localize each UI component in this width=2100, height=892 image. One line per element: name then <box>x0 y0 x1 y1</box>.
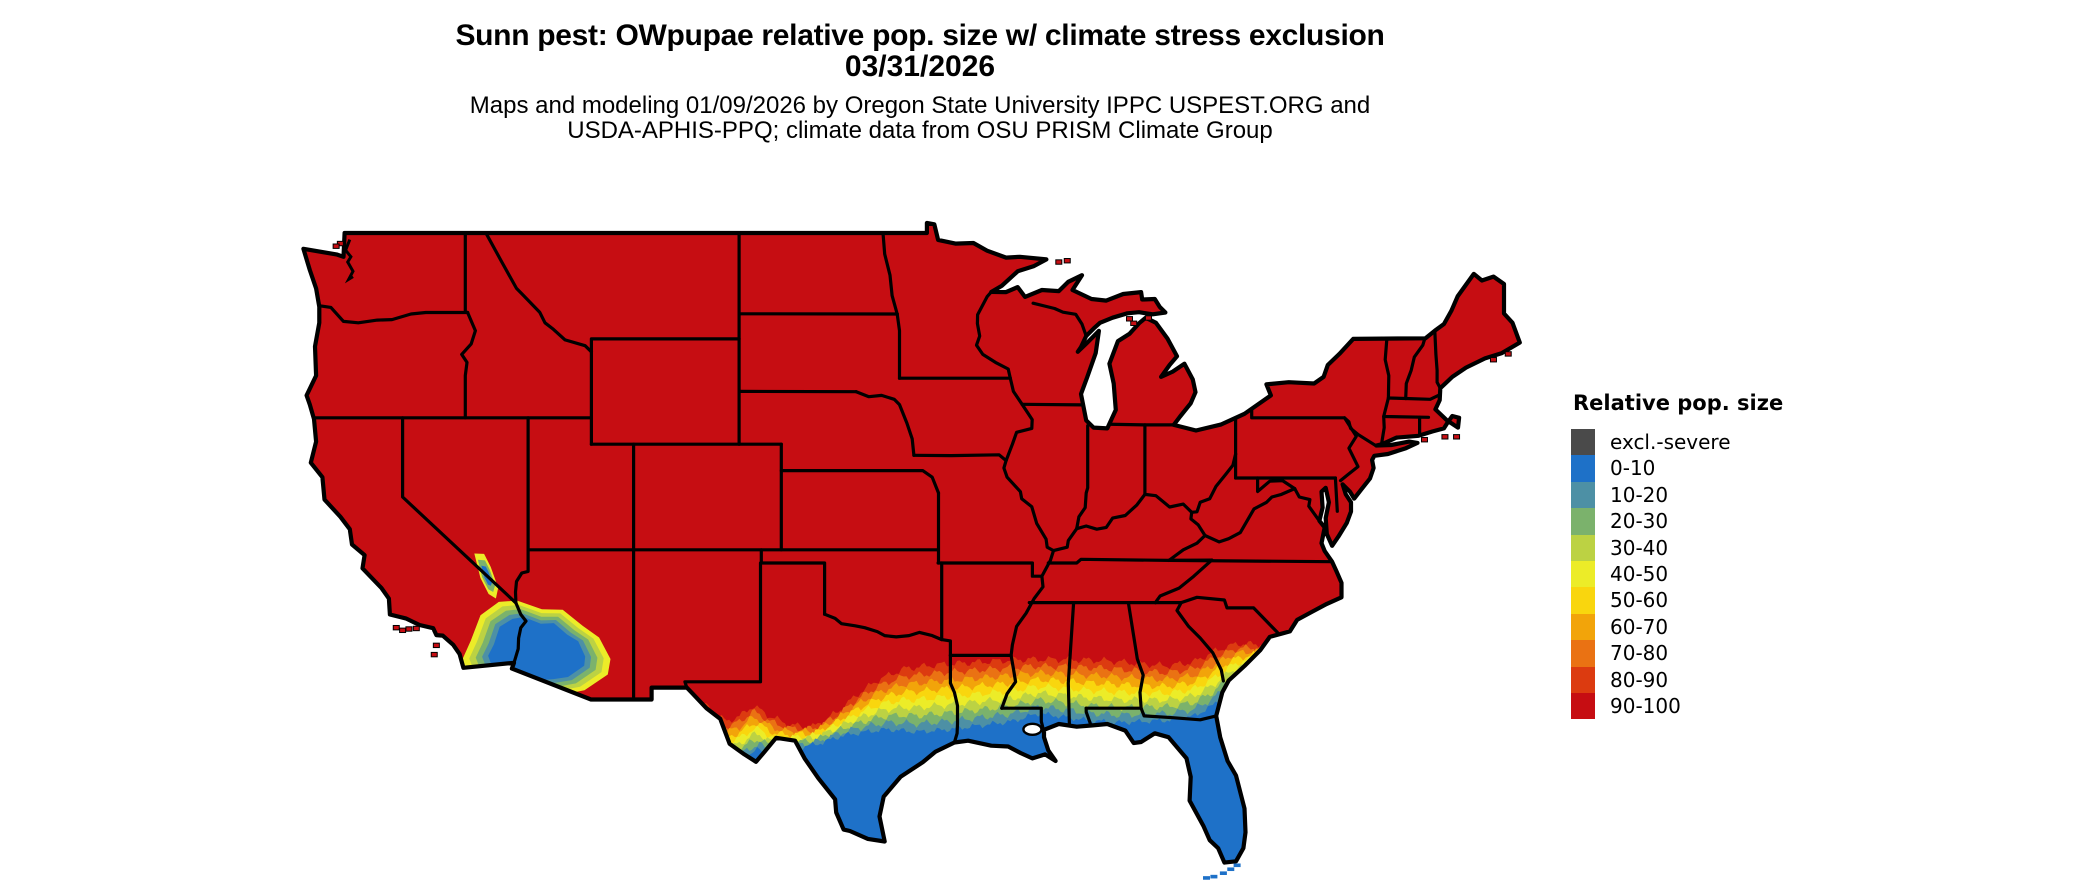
legend-label: 20-30 <box>1610 509 1669 534</box>
legend-label: 70-80 <box>1610 641 1669 666</box>
island-specks <box>332 240 1512 658</box>
state-borders <box>308 231 1442 745</box>
legend-swatch <box>1571 560 1595 588</box>
legend-item: 90-100 <box>1571 692 1783 720</box>
legend-swatch <box>1571 587 1595 614</box>
legend-item: 40-50 <box>1571 560 1783 588</box>
legend-label: 50-60 <box>1610 588 1669 613</box>
legend-label: 90-100 <box>1610 693 1681 718</box>
legend-item: 50-60 <box>1571 587 1783 614</box>
page-title: Sunn pest: OWpupae relative pop. size w/… <box>455 19 1385 52</box>
map-legend: Relative pop. size excl.-severe 0-10 10-20… <box>1571 391 1784 720</box>
subtitle-line-2: USDA-APHIS-PPQ; climate data from OSU PR… <box>567 117 1273 144</box>
legend-swatch <box>1571 640 1595 667</box>
legend-item: excl.-severe <box>1571 429 1783 456</box>
legend-title: Relative pop. size <box>1573 391 1784 415</box>
legend-item: 20-30 <box>1571 508 1783 535</box>
legend-label: 60-70 <box>1610 614 1669 639</box>
national-border <box>301 220 1522 865</box>
legend-swatch <box>1571 613 1595 641</box>
lake-pontchartrain <box>1022 722 1043 737</box>
legend-label: excl.-severe <box>1610 430 1731 454</box>
legend-label: 30-40 <box>1610 535 1669 560</box>
legend-item: 10-20 <box>1571 481 1783 509</box>
legend-label: 10-20 <box>1610 482 1669 507</box>
legend-rows: excl.-severe 0-10 10-20 20-30 30-40 40-50 50-6… <box>1571 429 1783 720</box>
legend-item: 0-10 <box>1571 455 1783 482</box>
legend-item: 70-80 <box>1571 640 1783 667</box>
map-date: 03/31/2026 <box>844 50 996 83</box>
florida-keys <box>1203 863 1241 880</box>
legend-swatch <box>1571 692 1595 720</box>
legend-label: 80-90 <box>1610 667 1669 692</box>
legend-swatch <box>1571 508 1595 535</box>
puget-sound <box>343 239 355 284</box>
legend-swatch <box>1571 534 1595 561</box>
legend-item: 60-70 <box>1571 613 1783 641</box>
legend-swatch <box>1571 666 1595 693</box>
legend-swatch <box>1571 481 1595 509</box>
legend-label: 0-10 <box>1610 456 1656 481</box>
subtitle-line-1: Maps and modeling 01/09/2026 by Oregon S… <box>469 92 1371 119</box>
legend-item: 80-90 <box>1571 666 1783 693</box>
legend-item: 30-40 <box>1571 534 1783 561</box>
legend-swatch <box>1571 429 1595 456</box>
legend-label: 40-50 <box>1610 561 1669 586</box>
legend-swatch <box>1571 455 1595 482</box>
